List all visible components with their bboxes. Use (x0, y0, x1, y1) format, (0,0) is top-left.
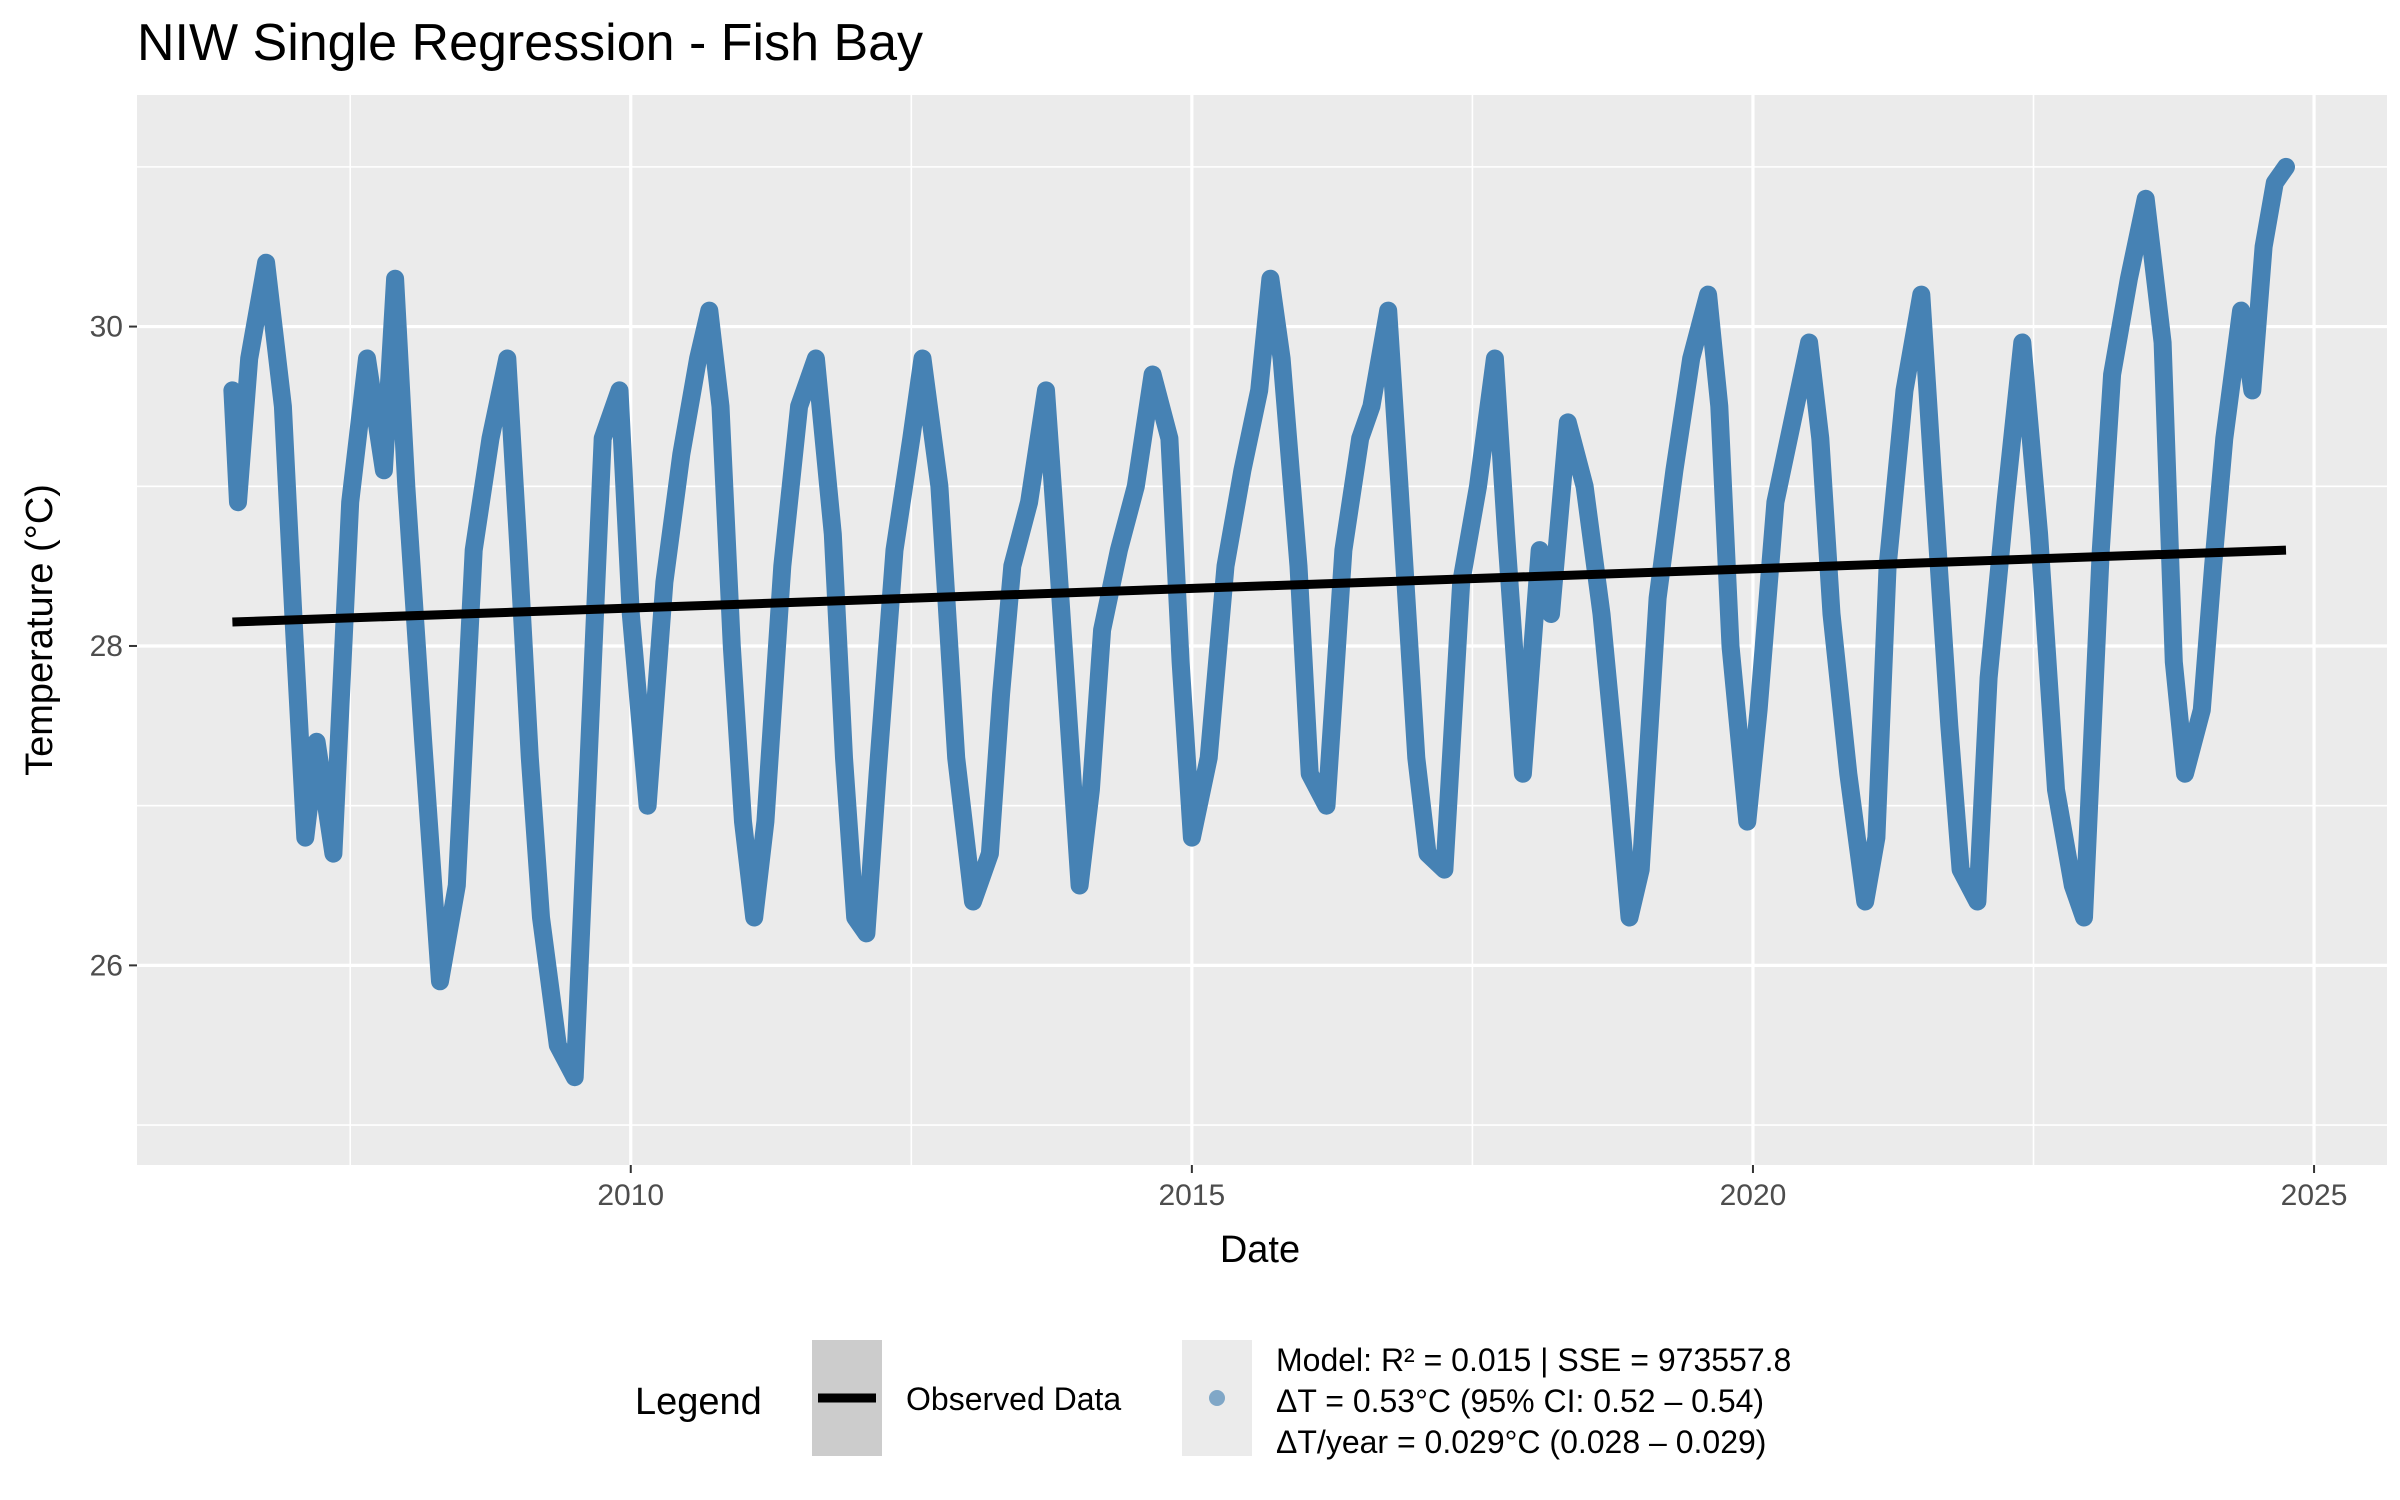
y-tick-label: 28 (90, 630, 123, 663)
x-axis-ticks: 2010 2015 2020 2025 (597, 1165, 2347, 1212)
plot-panel (137, 95, 2387, 1165)
x-axis-title: Date (1220, 1229, 1300, 1271)
legend-stat-delta-t: ΔT = 0.53°C (95% CI: 0.52 – 0.54) (1276, 1383, 1764, 1419)
legend: Legend Observed Data Model: R² = 0.015 |… (635, 1340, 1791, 1460)
regression-trend-line (232, 545, 2287, 627)
y-tick-label: 26 (90, 949, 123, 982)
x-tick-label: 2020 (1720, 1179, 1787, 1212)
observed-data-series (223, 157, 2295, 1087)
x-tick-label: 2025 (2281, 1179, 2348, 1212)
y-axis-ticks: 26 28 30 (90, 311, 137, 982)
legend-key-point (1209, 1390, 1225, 1406)
x-tick-label: 2010 (597, 1179, 664, 1212)
chart-title: NIW Single Regression - Fish Bay (137, 14, 923, 72)
legend-stat-delta-t-year: ΔT/year = 0.029°C (0.028 – 0.029) (1276, 1424, 1766, 1460)
y-axis-title: Temperature (°C) (19, 484, 61, 776)
legend-stat-r2: Model: R² = 0.015 | SSE = 973557.8 (1276, 1342, 1791, 1378)
x-tick-label: 2015 (1158, 1179, 1225, 1212)
y-tick-label: 30 (90, 311, 123, 344)
legend-line-label: Observed Data (906, 1381, 1121, 1417)
legend-title: Legend (635, 1381, 762, 1423)
